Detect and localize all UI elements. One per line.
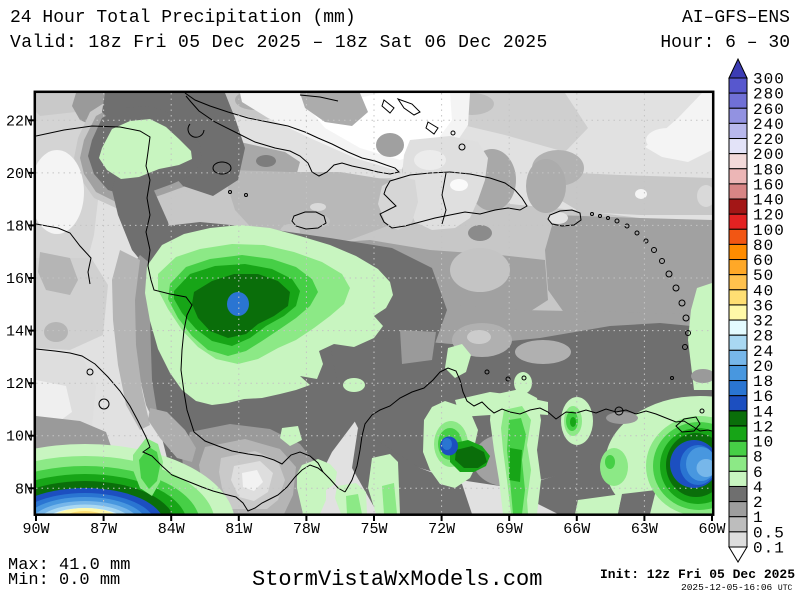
svg-text:78W: 78W	[293, 521, 320, 538]
svg-text:160: 160	[753, 176, 785, 194]
svg-text:18N: 18N	[6, 218, 33, 235]
svg-text:10: 10	[753, 434, 774, 452]
svg-text:180: 180	[753, 161, 785, 179]
svg-text:260: 260	[753, 101, 785, 119]
svg-text:60W: 60W	[698, 521, 725, 538]
svg-text:81W: 81W	[225, 521, 252, 538]
svg-text:90W: 90W	[22, 521, 49, 538]
svg-text:2: 2	[753, 494, 764, 512]
svg-text:6: 6	[753, 464, 764, 482]
svg-text:50: 50	[753, 267, 774, 285]
svg-text:0.5: 0.5	[753, 524, 785, 542]
svg-text:28: 28	[753, 328, 774, 346]
svg-text:20N: 20N	[6, 166, 33, 183]
svg-text:120: 120	[753, 207, 785, 225]
svg-text:10N: 10N	[6, 429, 33, 446]
svg-text:72W: 72W	[428, 521, 455, 538]
svg-text:60: 60	[753, 252, 774, 270]
svg-text:1: 1	[753, 509, 764, 527]
svg-text:240: 240	[753, 116, 785, 134]
svg-text:220: 220	[753, 131, 785, 149]
svg-text:14: 14	[753, 403, 774, 421]
svg-text:100: 100	[753, 222, 785, 240]
svg-text:87W: 87W	[90, 521, 117, 538]
svg-text:63W: 63W	[631, 521, 658, 538]
svg-text:8: 8	[753, 449, 764, 467]
svg-text:75W: 75W	[360, 521, 387, 538]
svg-text:16N: 16N	[6, 271, 33, 288]
svg-text:0.1: 0.1	[753, 540, 785, 558]
svg-text:18: 18	[753, 373, 774, 391]
svg-text:280: 280	[753, 86, 785, 104]
svg-text:22N: 22N	[6, 113, 33, 130]
svg-text:32: 32	[753, 313, 774, 331]
svg-text:80: 80	[753, 237, 774, 255]
svg-text:14N: 14N	[6, 324, 33, 341]
svg-text:8N: 8N	[15, 481, 33, 498]
svg-text:36: 36	[753, 297, 774, 315]
svg-text:66W: 66W	[563, 521, 590, 538]
svg-text:12: 12	[753, 419, 774, 437]
svg-text:24: 24	[753, 343, 774, 361]
svg-text:40: 40	[753, 282, 774, 300]
svg-text:4: 4	[753, 479, 764, 497]
svg-text:20: 20	[753, 358, 774, 376]
svg-text:140: 140	[753, 192, 785, 210]
svg-text:16: 16	[753, 388, 774, 406]
svg-text:12N: 12N	[6, 376, 33, 393]
svg-text:200: 200	[753, 146, 785, 164]
svg-text:84W: 84W	[158, 521, 185, 538]
svg-text:300: 300	[753, 71, 785, 89]
svg-text:69W: 69W	[496, 521, 523, 538]
